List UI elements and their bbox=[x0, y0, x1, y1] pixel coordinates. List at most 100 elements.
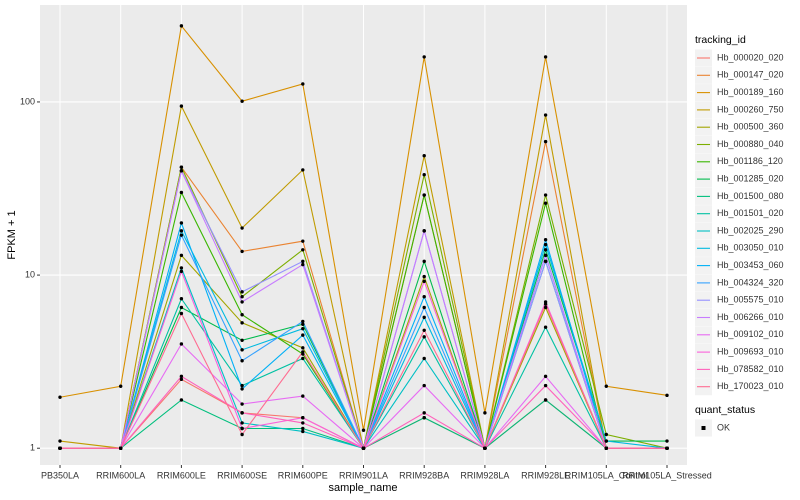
data-point bbox=[240, 402, 244, 406]
legend-label: Hb_002025_290 bbox=[717, 225, 784, 235]
legend-label: Hb_009693_010 bbox=[717, 346, 784, 356]
data-point bbox=[301, 82, 305, 86]
data-point bbox=[240, 249, 244, 254]
legend-label: Hb_001186_120 bbox=[717, 156, 783, 166]
data-point bbox=[543, 253, 548, 258]
y-tick-label: 1 bbox=[30, 443, 35, 453]
data-point bbox=[422, 295, 426, 299]
data-point bbox=[240, 313, 244, 317]
data-point bbox=[543, 374, 548, 379]
legend-label: OK bbox=[717, 422, 730, 432]
data-point bbox=[422, 411, 426, 415]
data-point bbox=[422, 274, 426, 279]
data-point bbox=[301, 356, 305, 361]
data-point bbox=[179, 229, 184, 233]
data-point bbox=[240, 226, 244, 230]
x-tick-label: RRIM928LA bbox=[460, 470, 509, 480]
data-point bbox=[604, 432, 608, 437]
data-point bbox=[301, 327, 305, 331]
data-point bbox=[422, 416, 426, 420]
data-point bbox=[422, 356, 426, 361]
data-point bbox=[179, 253, 184, 258]
data-point bbox=[240, 300, 244, 304]
legend-label: Hb_078582_010 bbox=[717, 364, 784, 374]
legend-label: Hb_009102_010 bbox=[717, 329, 784, 339]
data-point bbox=[179, 169, 184, 173]
data-point bbox=[58, 395, 62, 399]
data-point bbox=[543, 305, 548, 310]
data-point bbox=[58, 439, 62, 443]
data-point bbox=[422, 383, 426, 388]
data-point bbox=[422, 259, 426, 264]
data-point bbox=[422, 305, 426, 310]
data-point bbox=[422, 279, 426, 284]
data-point bbox=[543, 302, 548, 306]
data-point bbox=[543, 139, 548, 144]
legend-label: Hb_001285_020 bbox=[717, 173, 784, 183]
data-point bbox=[240, 321, 244, 325]
x-tick-label: RRIM105LA_Control bbox=[565, 470, 648, 480]
data-point bbox=[422, 335, 426, 339]
data-point bbox=[240, 421, 244, 425]
data-point bbox=[422, 315, 426, 320]
data-point bbox=[301, 262, 305, 267]
data-point bbox=[665, 446, 669, 450]
data-point bbox=[301, 416, 305, 420]
data-point bbox=[301, 429, 305, 434]
data-point bbox=[422, 154, 426, 158]
data-point bbox=[361, 428, 366, 432]
x-tick-label: RRIM928BA bbox=[399, 470, 449, 480]
data-point bbox=[179, 311, 184, 316]
data-point bbox=[179, 269, 184, 274]
data-point bbox=[240, 290, 244, 294]
x-tick-label: PB350LA bbox=[41, 470, 79, 480]
data-point bbox=[361, 446, 366, 450]
data-point bbox=[543, 383, 548, 388]
data-point bbox=[422, 172, 426, 177]
legend-label: Hb_000147_020 bbox=[717, 70, 784, 80]
data-point bbox=[179, 342, 184, 346]
data-point bbox=[301, 333, 305, 337]
y-tick-label: 100 bbox=[20, 96, 35, 106]
data-point bbox=[240, 348, 244, 352]
y-tick-label: 10 bbox=[25, 269, 35, 279]
data-point bbox=[240, 387, 244, 391]
data-point bbox=[301, 426, 305, 431]
data-point bbox=[422, 328, 426, 332]
data-point bbox=[240, 99, 244, 103]
data-point bbox=[179, 297, 184, 301]
legend-label: Hb_000020_020 bbox=[717, 52, 784, 62]
data-point bbox=[604, 446, 608, 450]
data-point bbox=[543, 113, 548, 117]
x-tick-label: RRIM105LA_Stressed bbox=[622, 470, 712, 480]
x-tick-label: RRIM600SE bbox=[217, 470, 267, 480]
legend-title: tracking_id bbox=[695, 34, 746, 46]
data-point bbox=[179, 190, 184, 195]
data-point bbox=[301, 322, 305, 326]
x-tick-label: RRIM600LE bbox=[157, 470, 206, 480]
data-point bbox=[665, 393, 669, 398]
data-point bbox=[301, 350, 305, 354]
legend-label: Hb_000260_750 bbox=[717, 104, 784, 114]
data-point bbox=[179, 165, 184, 169]
x-axis-title: sample_name bbox=[328, 482, 397, 494]
data-point bbox=[179, 377, 184, 382]
x-tick-label: RRIM928LE bbox=[521, 470, 570, 480]
legend-label: Hb_001501_020 bbox=[717, 208, 784, 218]
data-point bbox=[483, 411, 487, 415]
data-point bbox=[179, 221, 184, 225]
data-point bbox=[301, 248, 305, 252]
data-point bbox=[179, 24, 184, 28]
x-tick-label: RRIM600PE bbox=[278, 470, 328, 480]
legend-label: Hb_000880_040 bbox=[717, 139, 784, 149]
data-point bbox=[240, 295, 244, 299]
data-point bbox=[179, 374, 184, 379]
legend-label: Hb_006266_010 bbox=[717, 312, 784, 322]
data-point bbox=[543, 248, 548, 252]
legend-label: Hb_003050_010 bbox=[717, 243, 784, 253]
x-tick-label: RRIM901LA bbox=[339, 470, 388, 480]
data-point bbox=[240, 383, 244, 388]
data-point bbox=[240, 411, 244, 415]
data-point bbox=[58, 446, 62, 450]
